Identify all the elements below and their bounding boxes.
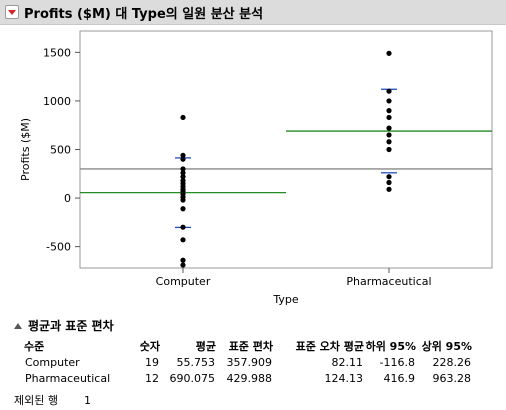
data-point <box>180 114 186 121</box>
excluded-value: 1 <box>83 394 91 407</box>
col-header-level: 수준 <box>24 340 45 353</box>
summary-title: 평균과 표준 편차 <box>28 319 114 333</box>
summary-section-header[interactable]: 평균과 표준 편차 <box>14 317 114 334</box>
cell-mean: 55.753 <box>176 355 216 369</box>
data-point <box>180 257 186 263</box>
data-point <box>386 146 392 153</box>
red-triangle-icon <box>8 9 16 15</box>
col-header-se: 표준 오차 평균 <box>295 340 364 353</box>
plot-frame <box>79 30 493 269</box>
cell-n: 19 <box>145 355 159 369</box>
data-point <box>180 224 186 230</box>
y-tick-label: 1000 <box>43 95 71 108</box>
data-point <box>386 98 392 104</box>
y-axis-label: Profits ($M) <box>19 118 32 181</box>
data-point <box>180 170 186 176</box>
data-point <box>180 237 186 243</box>
data-point <box>180 206 186 212</box>
table-row: Computer 19 55.753 357.909 82.11 -116.8 … <box>24 354 472 370</box>
data-point <box>180 156 186 162</box>
data-point <box>386 174 392 180</box>
data-point <box>386 114 392 121</box>
y-tick-label: 0 <box>64 192 71 205</box>
col-header-upper: 상위 95% <box>421 340 472 353</box>
cell-se: 82.11 <box>331 355 364 369</box>
cell-sd: 429.988 <box>226 371 273 385</box>
cell-n: 12 <box>145 371 159 385</box>
col-header-mean: 평균 <box>195 340 216 353</box>
cell-sd: 357.909 <box>226 355 273 369</box>
collapse-arrow-icon[interactable] <box>14 322 22 329</box>
y-tick-label: -500 <box>46 241 71 254</box>
disclosure-menu-button[interactable] <box>5 5 19 19</box>
cell-level: Computer <box>25 355 80 369</box>
report-title: Profits ($M) 대 Type의 일원 분산 분석 <box>24 6 264 22</box>
cell-lower: -116.8 <box>379 355 415 369</box>
summary-table: 수준 숫자 평균 표준 편차 표준 오차 평균 하위 95% 상위 95% Co… <box>24 338 472 386</box>
excluded-rows: 제외된 행 1 <box>14 392 91 408</box>
data-point <box>180 174 186 180</box>
cell-level: Pharmaceutical <box>25 371 111 385</box>
x-axis-label: Type <box>272 293 298 306</box>
y-tick-label: 1500 <box>43 46 71 59</box>
data-point <box>386 88 392 94</box>
y-tick-label: 500 <box>50 144 71 157</box>
excluded-label: 제외된 행 <box>14 394 58 407</box>
data-point <box>180 152 186 158</box>
oneway-plot: -500 0 500 1000 1500 Profits ($M) Computer Phar… <box>19 30 493 306</box>
data-point <box>180 177 186 184</box>
data-point <box>386 50 392 56</box>
data-point <box>386 186 392 192</box>
cell-mean: 690.075 <box>169 371 216 385</box>
data-point <box>386 125 392 131</box>
cell-upper: 963.28 <box>432 371 472 385</box>
cell-upper: 228.26 <box>432 355 472 369</box>
table-row: Pharmaceutical 12 690.075 429.988 124.13… <box>24 370 472 386</box>
cell-lower: 416.9 <box>383 371 416 385</box>
data-point <box>180 262 186 268</box>
data-point <box>386 108 392 114</box>
cell-se: 124.13 <box>324 371 364 385</box>
data-point <box>386 139 392 145</box>
col-header-sd: 표준 편차 <box>228 340 273 353</box>
col-header-n: 숫자 <box>139 340 160 353</box>
data-point <box>386 132 392 138</box>
summary-header-row: 수준 숫자 평균 표준 편차 표준 오차 평균 하위 95% 상위 95% <box>24 338 472 354</box>
data-point <box>180 166 186 172</box>
x-tick-label: Pharmaceutical <box>346 275 431 288</box>
x-tick-label: Computer <box>156 275 211 288</box>
col-header-lower: 하위 95% <box>365 340 416 353</box>
report-header: Profits ($M) 대 Type의 일원 분산 분석 <box>0 0 506 25</box>
data-point <box>386 179 392 186</box>
